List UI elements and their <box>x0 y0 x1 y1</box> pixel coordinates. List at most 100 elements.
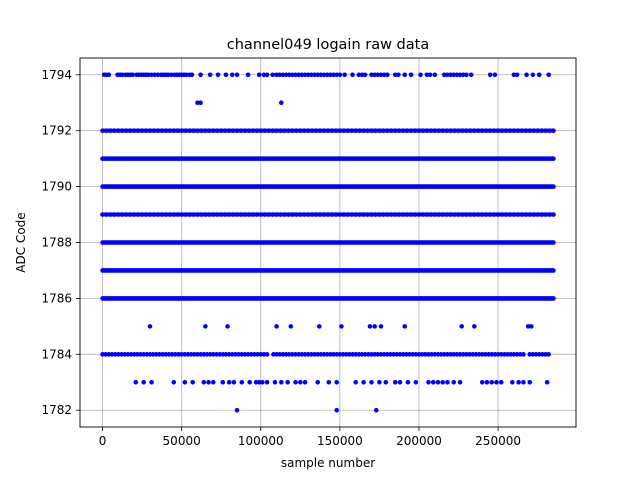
data-point <box>264 72 270 78</box>
data-point <box>264 352 270 357</box>
data-point <box>279 379 284 385</box>
data-point <box>467 352 472 357</box>
data-point <box>385 128 390 133</box>
data-point <box>436 212 442 217</box>
data-point <box>423 352 428 357</box>
data-point <box>199 128 204 133</box>
data-point <box>195 128 200 133</box>
data-point <box>233 352 238 357</box>
data-point <box>274 128 279 133</box>
data-point <box>361 212 366 217</box>
data-point <box>123 128 129 133</box>
data-point <box>210 352 216 357</box>
data-point <box>201 379 207 385</box>
data-point <box>204 352 210 357</box>
data-point <box>106 72 112 78</box>
data-point <box>424 128 430 133</box>
data-point <box>182 379 188 385</box>
data-point <box>492 352 498 357</box>
data-point <box>479 352 485 357</box>
data-point <box>349 212 355 217</box>
data-point <box>448 128 453 133</box>
data-point <box>254 128 260 133</box>
data-point <box>486 352 491 357</box>
data-point <box>201 352 207 357</box>
data-point <box>369 212 374 217</box>
data-point <box>487 212 493 217</box>
data-points <box>100 72 556 413</box>
data-point <box>508 352 514 357</box>
data-point <box>337 72 343 78</box>
data-point <box>206 379 211 385</box>
data-point <box>299 72 305 78</box>
data-point <box>135 128 141 133</box>
data-point <box>274 324 279 329</box>
data-point <box>396 212 402 217</box>
data-point <box>445 379 450 385</box>
data-point <box>286 212 291 217</box>
data-point <box>388 352 393 357</box>
data-point <box>441 352 447 357</box>
series-band-1787 <box>100 268 556 273</box>
data-point <box>404 212 410 217</box>
data-point <box>298 212 303 217</box>
data-point <box>342 72 347 78</box>
data-point <box>262 212 268 217</box>
data-point <box>207 352 213 357</box>
data-point <box>116 212 121 217</box>
data-point <box>377 379 382 385</box>
data-point <box>460 352 466 357</box>
data-point <box>472 324 477 329</box>
data-point <box>112 128 117 133</box>
data-point <box>547 212 552 217</box>
data-point <box>109 352 115 357</box>
data-point <box>460 72 466 78</box>
data-point <box>147 212 153 217</box>
data-point <box>138 352 143 357</box>
data-point <box>444 128 449 133</box>
data-point <box>210 128 216 133</box>
data-point <box>317 128 323 133</box>
data-point <box>294 212 299 217</box>
data-point <box>495 128 501 133</box>
data-point <box>324 352 330 357</box>
data-point <box>160 352 165 357</box>
data-point <box>468 212 473 217</box>
data-point <box>225 324 230 329</box>
data-point <box>321 72 327 78</box>
data-point <box>476 212 481 217</box>
data-point <box>274 212 279 217</box>
data-point <box>242 212 248 217</box>
data-point <box>457 379 463 385</box>
y-tick-label: 1794 <box>41 68 72 82</box>
data-point <box>397 379 403 385</box>
data-point <box>277 72 283 78</box>
data-point <box>312 72 317 78</box>
data-point <box>530 72 536 78</box>
data-point <box>120 212 125 217</box>
data-point <box>139 212 145 217</box>
data-point <box>454 352 460 357</box>
data-point <box>334 352 340 357</box>
data-point <box>436 128 442 133</box>
data-point <box>192 352 197 357</box>
data-point <box>223 352 229 357</box>
data-point <box>261 352 267 357</box>
data-point <box>112 352 118 357</box>
data-point <box>141 379 146 385</box>
data-point <box>125 352 131 357</box>
data-point <box>413 379 419 385</box>
data-point <box>483 128 489 133</box>
data-point <box>247 379 252 385</box>
y-tick-label: 1782 <box>41 403 72 417</box>
data-point <box>143 128 149 133</box>
data-point <box>167 128 173 133</box>
data-point <box>313 128 319 133</box>
data-point <box>503 212 509 217</box>
data-point <box>325 212 331 217</box>
data-point <box>491 212 497 217</box>
data-point <box>385 212 390 217</box>
data-point <box>445 72 450 78</box>
data-point <box>260 379 265 385</box>
data-point <box>505 352 510 357</box>
